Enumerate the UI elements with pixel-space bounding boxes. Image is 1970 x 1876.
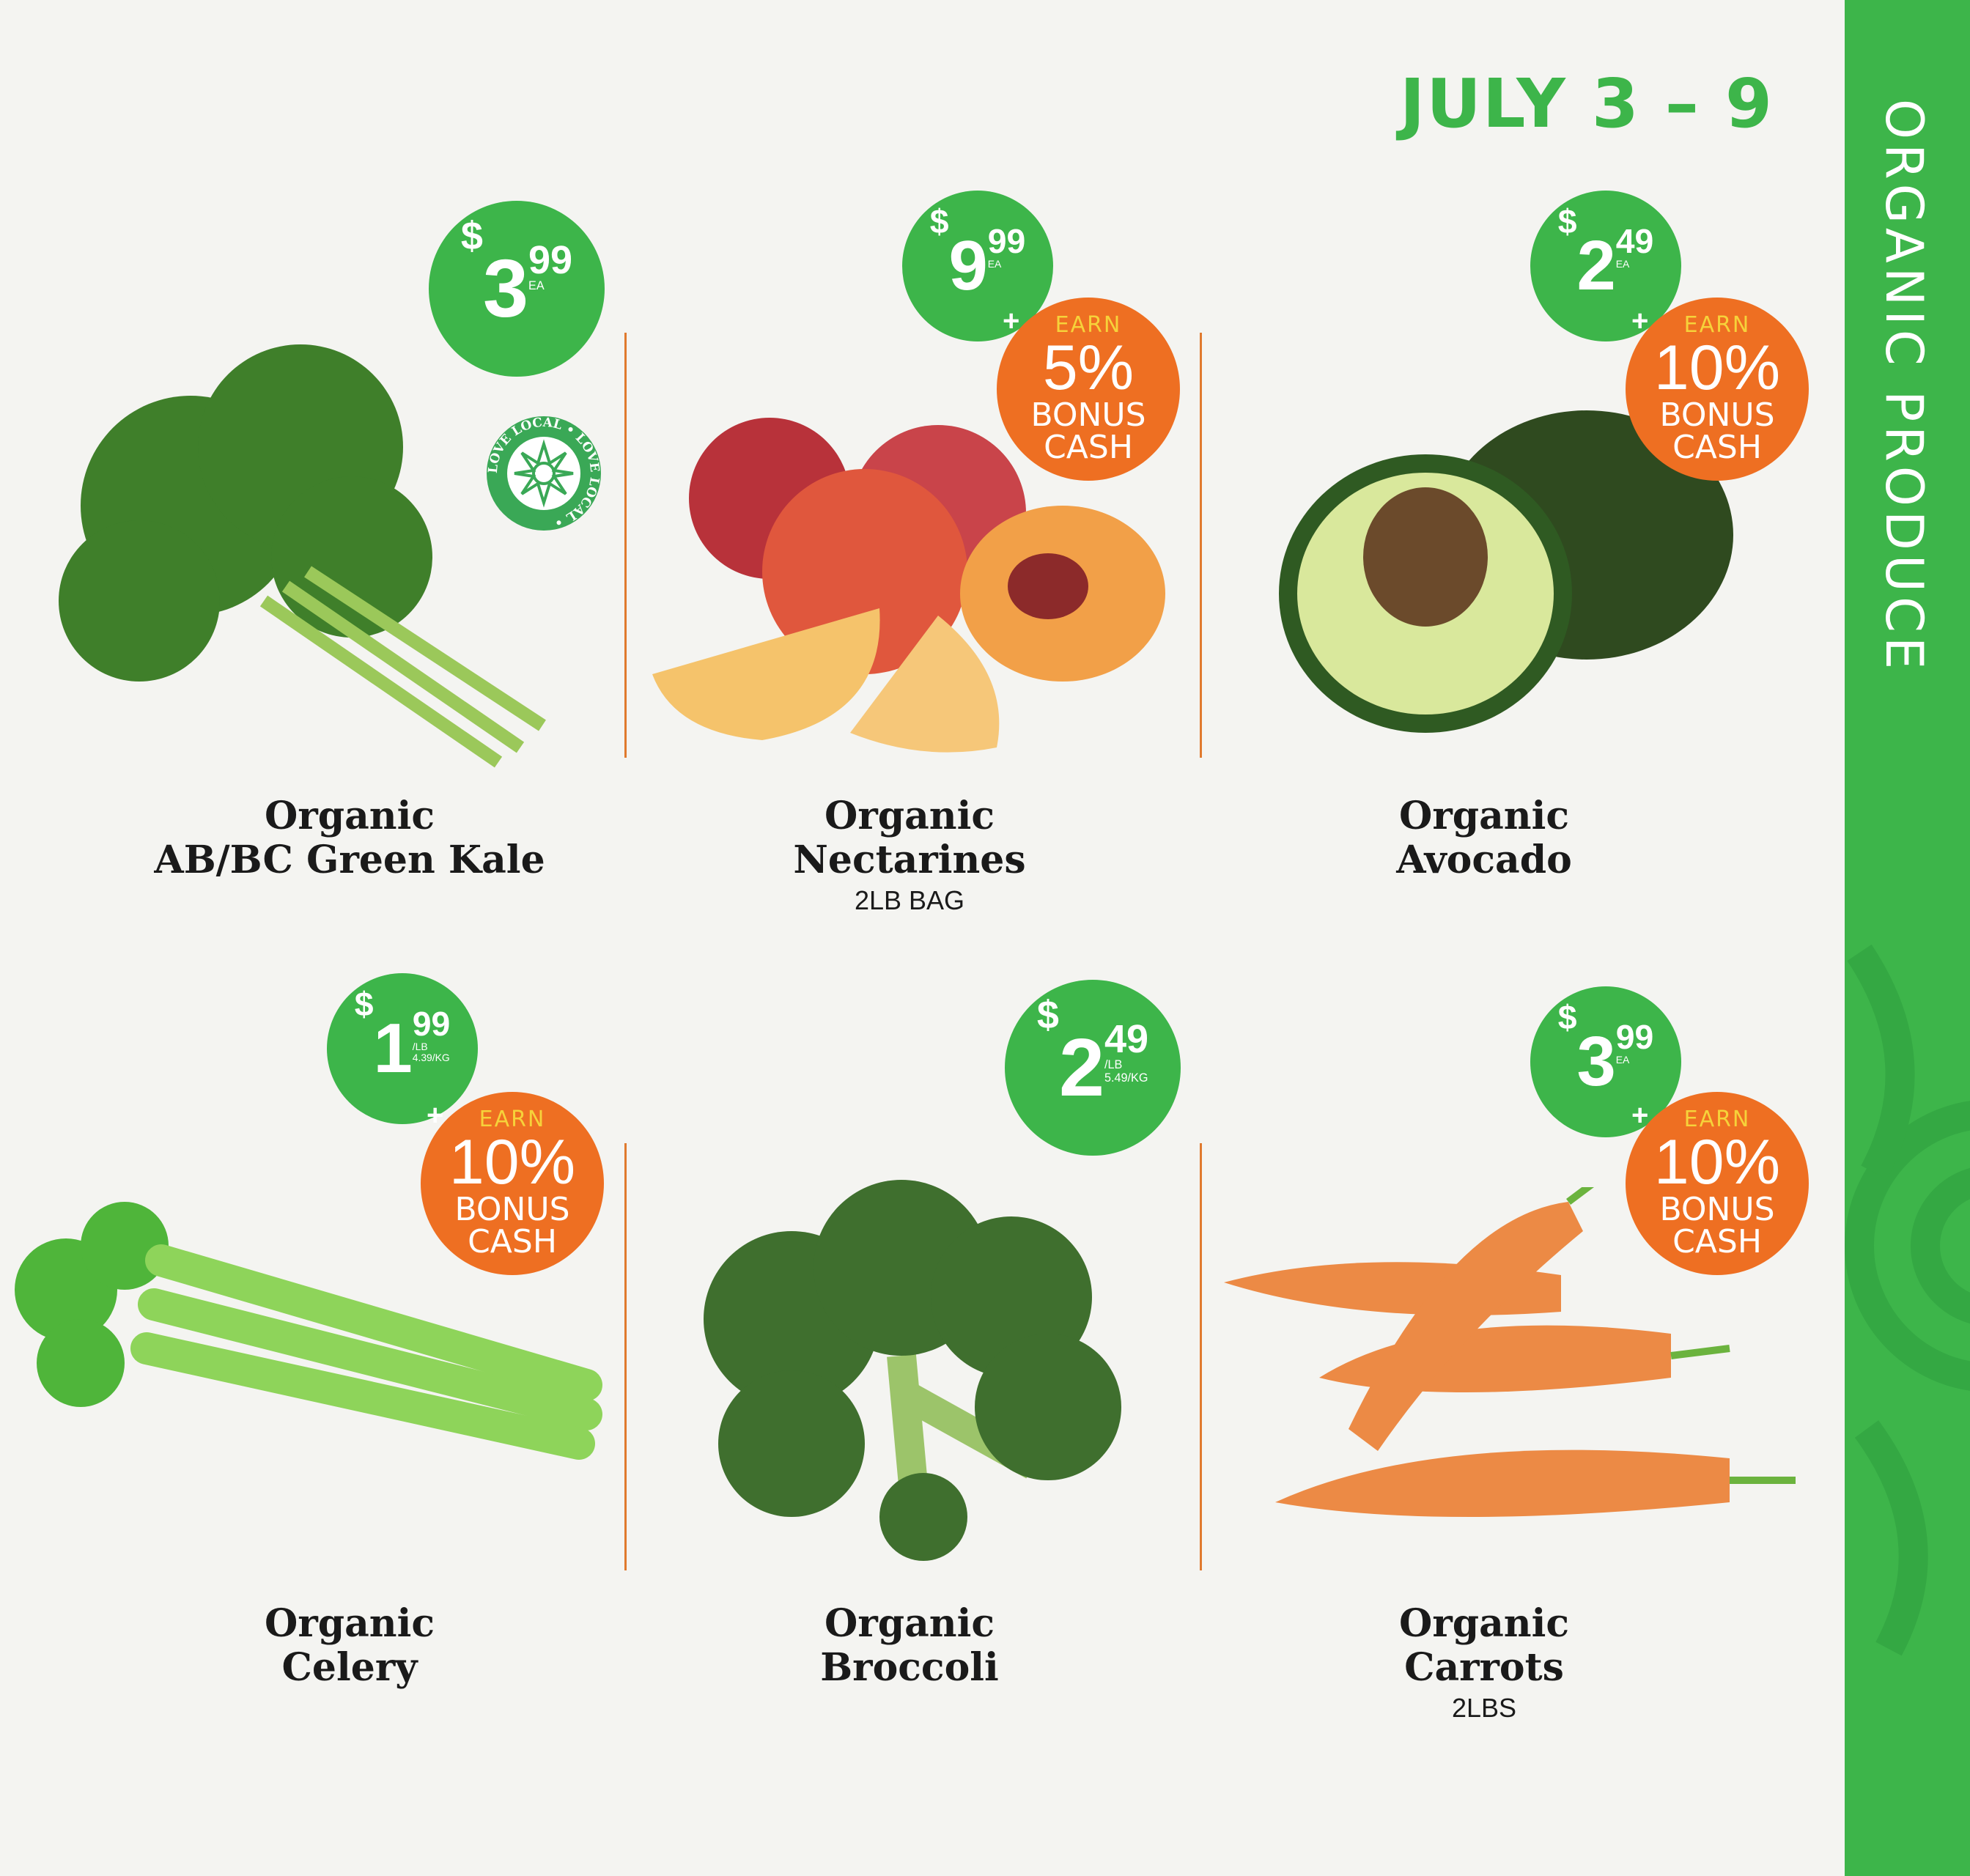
price-badge: $3 99 EA <box>429 201 605 377</box>
cash-label: CASH <box>1672 1223 1762 1260</box>
avocado-image <box>1279 410 1733 733</box>
price-unit: EA <box>1615 257 1630 270</box>
bonus-cash-badge: EARN 10% BONUS CASH <box>1626 1092 1809 1275</box>
price-dollars: 9 <box>948 226 988 306</box>
section-band <box>1845 0 1970 1876</box>
price-unit: /LB <box>1104 1058 1123 1071</box>
divider <box>1200 1143 1202 1570</box>
price-badge: $3 99 EA <box>1530 986 1681 1137</box>
product-name: Organic Celery <box>56 1602 643 1690</box>
dollar-sign: $ <box>460 214 483 259</box>
bonus-percent: 10% <box>1653 1127 1781 1197</box>
earn-label: EARN <box>1055 312 1122 338</box>
decorative-swirl-icon <box>1845 944 1970 1656</box>
product-name-line1: Organic <box>1399 1601 1569 1646</box>
divider <box>624 333 627 758</box>
love-local-stamp-icon: LOVE LOCAL • LOVE LOCAL • <box>486 416 602 531</box>
price-unit: EA <box>528 279 545 292</box>
product-name-line1: Organic <box>824 794 995 838</box>
price-dollars: 2 <box>1576 226 1616 306</box>
nectarines-image <box>652 418 1165 753</box>
price-cents: 99 <box>528 238 573 282</box>
plus-icon: + <box>1003 305 1020 337</box>
bonus-percent: 10% <box>1653 333 1781 403</box>
bonus-label: BONUS <box>1030 396 1146 434</box>
product-size: 2LBS <box>1451 1693 1517 1723</box>
product-size: 2LB BAG <box>854 885 965 915</box>
product-name-line2: Celery <box>281 1645 418 1690</box>
dollar-sign: $ <box>354 984 374 1023</box>
price-dollars: 3 <box>1576 1022 1616 1101</box>
price-cents: 99 <box>412 1005 451 1044</box>
product-name-line1: Organic <box>265 1601 435 1646</box>
price-badge: $1 99/LB 4.39/KG <box>327 973 478 1124</box>
dollar-sign: $ <box>1036 993 1059 1038</box>
bonus-cash-badge: EARN 5% BONUS CASH <box>997 298 1180 481</box>
plus-icon: + <box>427 1099 444 1131</box>
price-unit: EA <box>987 257 1002 270</box>
price-badge: $2 49/LB 5.49/KG <box>1005 980 1181 1156</box>
price-unit-kg: 5.49/KG <box>1104 1071 1148 1085</box>
bonus-cash-badge: EARN 10% BONUS CASH <box>1626 298 1809 481</box>
bonus-label: BONUS <box>1659 396 1775 434</box>
price-badge: $9 99 EA <box>902 191 1053 341</box>
price-cents: 99 <box>987 222 1026 261</box>
product-name-line1: Organic <box>265 794 435 838</box>
product-name-line2: Carrots <box>1404 1645 1564 1690</box>
kale-image <box>59 344 546 768</box>
product-name: Organic Nectarines 2LB BAG <box>616 794 1203 919</box>
bonus-percent: 5% <box>1042 333 1135 403</box>
price-badge: $2 49 EA <box>1530 191 1681 341</box>
cash-label: CASH <box>1044 429 1133 466</box>
broccoli-image <box>704 1180 1121 1561</box>
price-cents: 49 <box>1615 222 1654 261</box>
product-name-line1: Organic <box>824 1601 995 1646</box>
bonus-label: BONUS <box>454 1191 570 1228</box>
product-name-line2: AB/BC Green Kale <box>154 838 545 882</box>
price-cents: 49 <box>1104 1017 1149 1061</box>
cash-label: CASH <box>1672 429 1762 466</box>
dollar-sign: $ <box>929 202 949 240</box>
product-name-line2: Avocado <box>1396 838 1572 882</box>
product-name: Organic AB/BC Green Kale <box>56 794 643 882</box>
earn-label: EARN <box>1683 312 1751 338</box>
date-range: JULY 3 – 9 <box>1400 64 1774 143</box>
divider <box>1200 333 1202 758</box>
price-unit: /LB <box>412 1040 428 1052</box>
earn-label: EARN <box>1683 1107 1751 1132</box>
dollar-sign: $ <box>1557 997 1577 1036</box>
price-dollars: 2 <box>1058 1022 1105 1114</box>
price-unit: EA <box>1615 1053 1630 1066</box>
product-name-line2: Broccoli <box>820 1645 999 1690</box>
celery-image <box>15 1202 602 1460</box>
price-cents: 99 <box>1615 1018 1654 1057</box>
product-name: Organic Avocado <box>1191 794 1777 882</box>
product-name-line1: Organic <box>1399 794 1569 838</box>
bonus-cash-badge: EARN 10% BONUS CASH <box>421 1092 604 1275</box>
price-dollars: 3 <box>482 243 529 335</box>
price-unit-kg: 4.39/KG <box>412 1051 450 1063</box>
section-title: ORGANIC PRODUCE <box>1874 99 1934 674</box>
dollar-sign: $ <box>1557 202 1577 240</box>
product-name-line2: Nectarines <box>793 838 1026 882</box>
divider <box>624 1143 627 1570</box>
product-name: Organic Broccoli <box>616 1602 1203 1690</box>
bonus-percent: 10% <box>449 1127 576 1197</box>
product-name: Organic Carrots 2LBS <box>1191 1602 1777 1727</box>
price-dollars: 1 <box>373 1009 413 1088</box>
bonus-label: BONUS <box>1659 1191 1775 1228</box>
cash-label: CASH <box>468 1223 557 1260</box>
plus-icon: + <box>1631 1099 1649 1131</box>
plus-icon: + <box>1631 305 1649 337</box>
earn-label: EARN <box>479 1107 546 1132</box>
carrots-image <box>1224 1187 1796 1517</box>
